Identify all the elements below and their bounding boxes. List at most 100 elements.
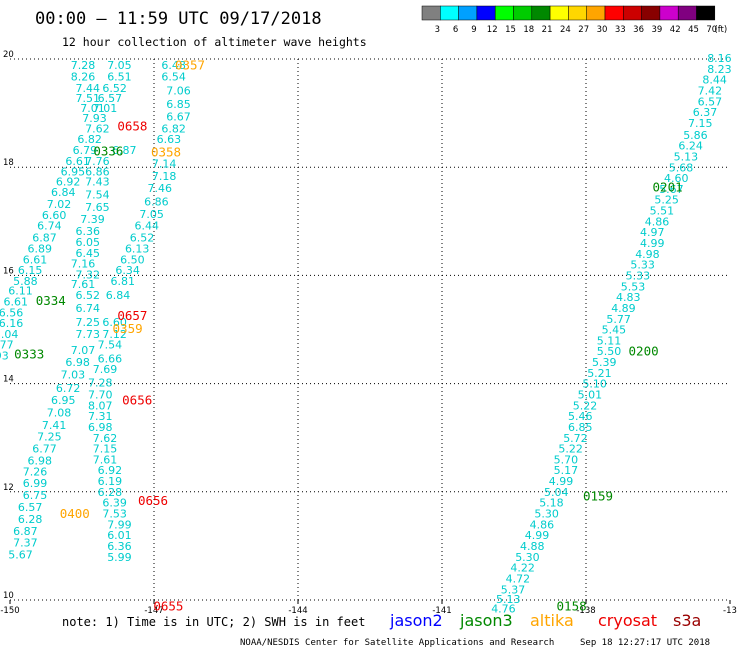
swh-value-label: 6.52 [130, 232, 155, 245]
swh-value-label: 4.99 [640, 237, 665, 250]
swh-value-label: 6.57 [698, 95, 723, 108]
colorbar-swatch [696, 5, 716, 21]
swh-value-label: 7.28 [71, 59, 96, 72]
swh-value-label: 6.95 [51, 394, 76, 407]
pass-time-label: 0657 [117, 308, 147, 323]
swh-value-label: 6.82 [77, 133, 102, 146]
swh-value-label: 7.31 [88, 410, 113, 423]
swh-value-label: 7.62 [85, 122, 110, 135]
y-tick-label: 20 [3, 50, 14, 60]
colorbar-swatch [531, 5, 551, 21]
swh-value-label: 7.25 [76, 316, 101, 329]
satellite-legend-cryosat: cryosat [598, 611, 657, 630]
swh-value-label: 6.89 [28, 242, 53, 255]
pass-time-label: 0658 [117, 119, 147, 134]
x-tick-label: -141 [432, 606, 451, 616]
swh-value-label: 7.70 [88, 389, 113, 402]
swh-value-label: 6.87 [13, 525, 38, 538]
colorbar-tick-label: 6 [453, 25, 458, 35]
colorbar-tick-label: 12 [487, 25, 498, 35]
swh-value-label: 6.87 [112, 144, 137, 157]
swh-value-label: 6.92 [98, 464, 123, 477]
swh-value-label: 4.89 [611, 302, 636, 315]
satellite-legend-s3a: s3a [673, 611, 701, 630]
swh-value-label: 7.12 [102, 328, 127, 341]
swh-value-label: 6.39 [102, 497, 127, 510]
colorbar-tick-label: 45 [688, 25, 699, 35]
swh-value-label: 6.57 [98, 92, 123, 105]
swh-value-label: 6.51 [107, 70, 132, 83]
swh-value-label: 7.73 [76, 328, 101, 341]
swh-value-label: 6.44 [135, 220, 160, 233]
swh-value-label: 6.77 [32, 443, 57, 456]
swh-value-label: 5.51 [650, 205, 675, 218]
swh-value-label: 6.75 [23, 489, 48, 502]
swh-value-label: 6.79 [73, 144, 98, 157]
swh-value-label: 6.92 [56, 175, 81, 188]
colorbar-tick-label: 3 [435, 25, 440, 35]
swh-value-label: 6.36 [76, 225, 101, 238]
swh-value-label: 6.11 [8, 285, 33, 298]
swh-value-label: 5.30 [534, 508, 559, 521]
colorbar-tick-label: 21 [542, 25, 553, 35]
swh-value-label: 5.72 [563, 432, 588, 445]
swh-value-label: 6.85 [568, 421, 593, 434]
colorbar-swatch [568, 5, 587, 21]
swh-value-label: 6.28 [18, 513, 43, 526]
pass-time-label: 0334 [36, 293, 66, 308]
colorbar-swatch [476, 5, 496, 21]
swh-value-label: 6.84 [51, 186, 76, 199]
swh-value-label: 4.76 [491, 603, 516, 616]
swh-value-label: 7.62 [93, 432, 118, 445]
swh-value-label: 5.86 [683, 129, 708, 142]
swh-value-label: 7.43 [85, 175, 110, 188]
satellite-legend-altika: altika [530, 611, 574, 630]
swh-value-label: 7.93 [0, 350, 9, 363]
swh-value-label: 6.82 [161, 122, 186, 135]
swh-value-label: 7.15 [688, 117, 713, 130]
pass-time-label: 0159 [583, 489, 613, 504]
footer-credit: NOAA/NESDIS Center for Satellite Applica… [240, 638, 554, 648]
chart-title: 00:00 – 11:59 UTC 09/17/2018 [35, 9, 322, 29]
colorbar-swatch [440, 5, 459, 21]
swh-value-label: 5.10 [582, 378, 607, 391]
colorbar-swatch [494, 5, 514, 21]
colorbar-tick-label: 18 [523, 25, 534, 35]
swh-value-label: 4.72 [506, 572, 531, 585]
y-tick-label: 18 [3, 158, 14, 168]
pass-time-label: 0359 [113, 321, 143, 336]
swh-value-label: 6.50 [120, 253, 145, 266]
colorbar-swatch [659, 5, 679, 21]
swh-value-label: 4.22 [510, 562, 535, 575]
swh-value-label: 6.99 [23, 477, 48, 490]
swh-value-label: 7.61 [93, 453, 118, 466]
footer-note: note: 1) Time is in UTC; 2) SWH is in fe… [62, 615, 365, 629]
colorbar-swatch [421, 5, 441, 21]
swh-value-label: 6.72 [56, 382, 81, 395]
swh-value-label: 4.86 [645, 215, 670, 228]
color-scale-legend: 3 6 9 12 15 18 21 24 27 30 33 36 39 42 45 70(ft) [421, 5, 727, 35]
swh-value-label: 7.07 [71, 344, 96, 357]
swh-value-label: 6.84 [106, 289, 131, 302]
pass-time-label: 0400 [60, 506, 90, 521]
pass-time-label: 0158 [557, 599, 587, 614]
swh-value-label: 6.15 [18, 264, 43, 277]
swh-value-label: 6.95 [61, 166, 86, 179]
swh-value-label: 4.99 [525, 529, 550, 542]
satellite-legend-jason3: jason3 [459, 611, 513, 630]
swh-value-label: 7.05 [139, 208, 164, 221]
swh-value-label: 4.98 [635, 248, 660, 261]
x-tick-label: -138 [576, 606, 595, 616]
pass-time-label: 0357 [175, 58, 205, 73]
swh-value-label: 6.67 [166, 110, 191, 123]
swh-value-label: 6.98 [88, 421, 113, 434]
colorbar-tick-label: 70 [706, 25, 717, 35]
swh-value-label: 6.85 [166, 98, 191, 111]
swh-value-label: 7.01 [93, 102, 118, 115]
colorbar-tick-label: 9 [471, 25, 476, 35]
swh-value-label: 6.05 [76, 236, 101, 249]
satellite-legend-jason2: jason2 [389, 611, 443, 630]
swh-value-label: 6.60 [42, 209, 67, 222]
swh-value-label: 6.61 [23, 253, 48, 266]
swh-value-label: 5.53 [621, 280, 646, 293]
